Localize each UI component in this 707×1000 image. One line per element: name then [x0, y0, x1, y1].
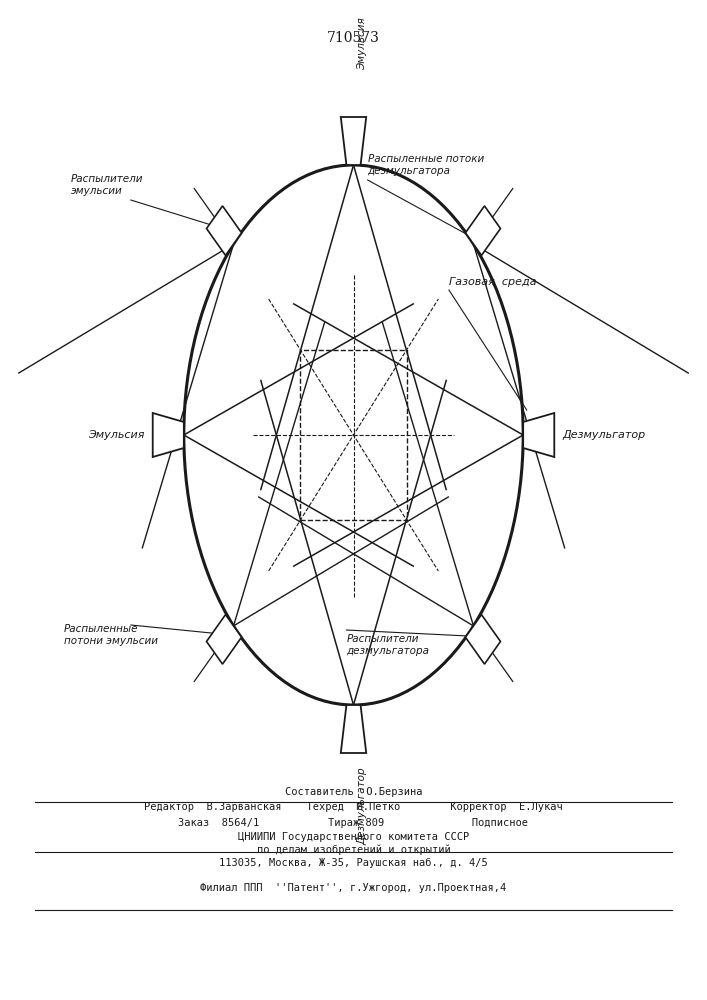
Polygon shape: [465, 615, 501, 664]
Polygon shape: [206, 206, 242, 255]
Text: Газовая  среда: Газовая среда: [449, 277, 537, 287]
Text: Редактор  В.Зарванская    Техред  М.Петко        Корректор  Е.Лукач: Редактор В.Зарванская Техред М.Петко Кор…: [144, 802, 563, 812]
Text: Эмульсия: Эмульсия: [88, 430, 144, 440]
Text: Распыленные потоки
дезмульгатора: Распыленные потоки дезмульгатора: [368, 154, 484, 176]
Polygon shape: [523, 413, 554, 457]
Text: Филиал ППП  ''Патент'', г.Ужгород, ул.Проектная,4: Филиал ППП ''Патент'', г.Ужгород, ул.Про…: [200, 883, 507, 893]
Text: Распыленные
потони эмульсии: Распыленные потони эмульсии: [64, 624, 158, 646]
Text: Составитель  О.Берзина: Составитель О.Берзина: [285, 787, 422, 797]
Text: Распылители
эмульсии: Распылители эмульсии: [71, 174, 144, 196]
Text: по делам изобретений и открытий: по делам изобретений и открытий: [257, 845, 450, 855]
Text: Эмульсия: Эмульсия: [357, 17, 367, 70]
Polygon shape: [465, 206, 501, 255]
Text: ЦНИИПИ Государственного комитета СССР: ЦНИИПИ Государственного комитета СССР: [238, 832, 469, 842]
Polygon shape: [153, 413, 184, 457]
Polygon shape: [206, 615, 242, 664]
Polygon shape: [341, 705, 366, 753]
Text: Заказ  8564/1           Тираж 809              Подписное: Заказ 8564/1 Тираж 809 Подписное: [178, 818, 529, 828]
Text: Дезмульгатор: Дезмульгатор: [357, 767, 367, 845]
Text: Дезмульгатор: Дезмульгатор: [563, 430, 646, 440]
Text: Распылители
дезмульгатора: Распылители дезмульгатора: [346, 634, 429, 656]
Text: 113035, Москва, Ж-35, Раушская наб., д. 4/5: 113035, Москва, Ж-35, Раушская наб., д. …: [219, 858, 488, 868]
Text: 710573: 710573: [327, 31, 380, 45]
Polygon shape: [341, 117, 366, 165]
